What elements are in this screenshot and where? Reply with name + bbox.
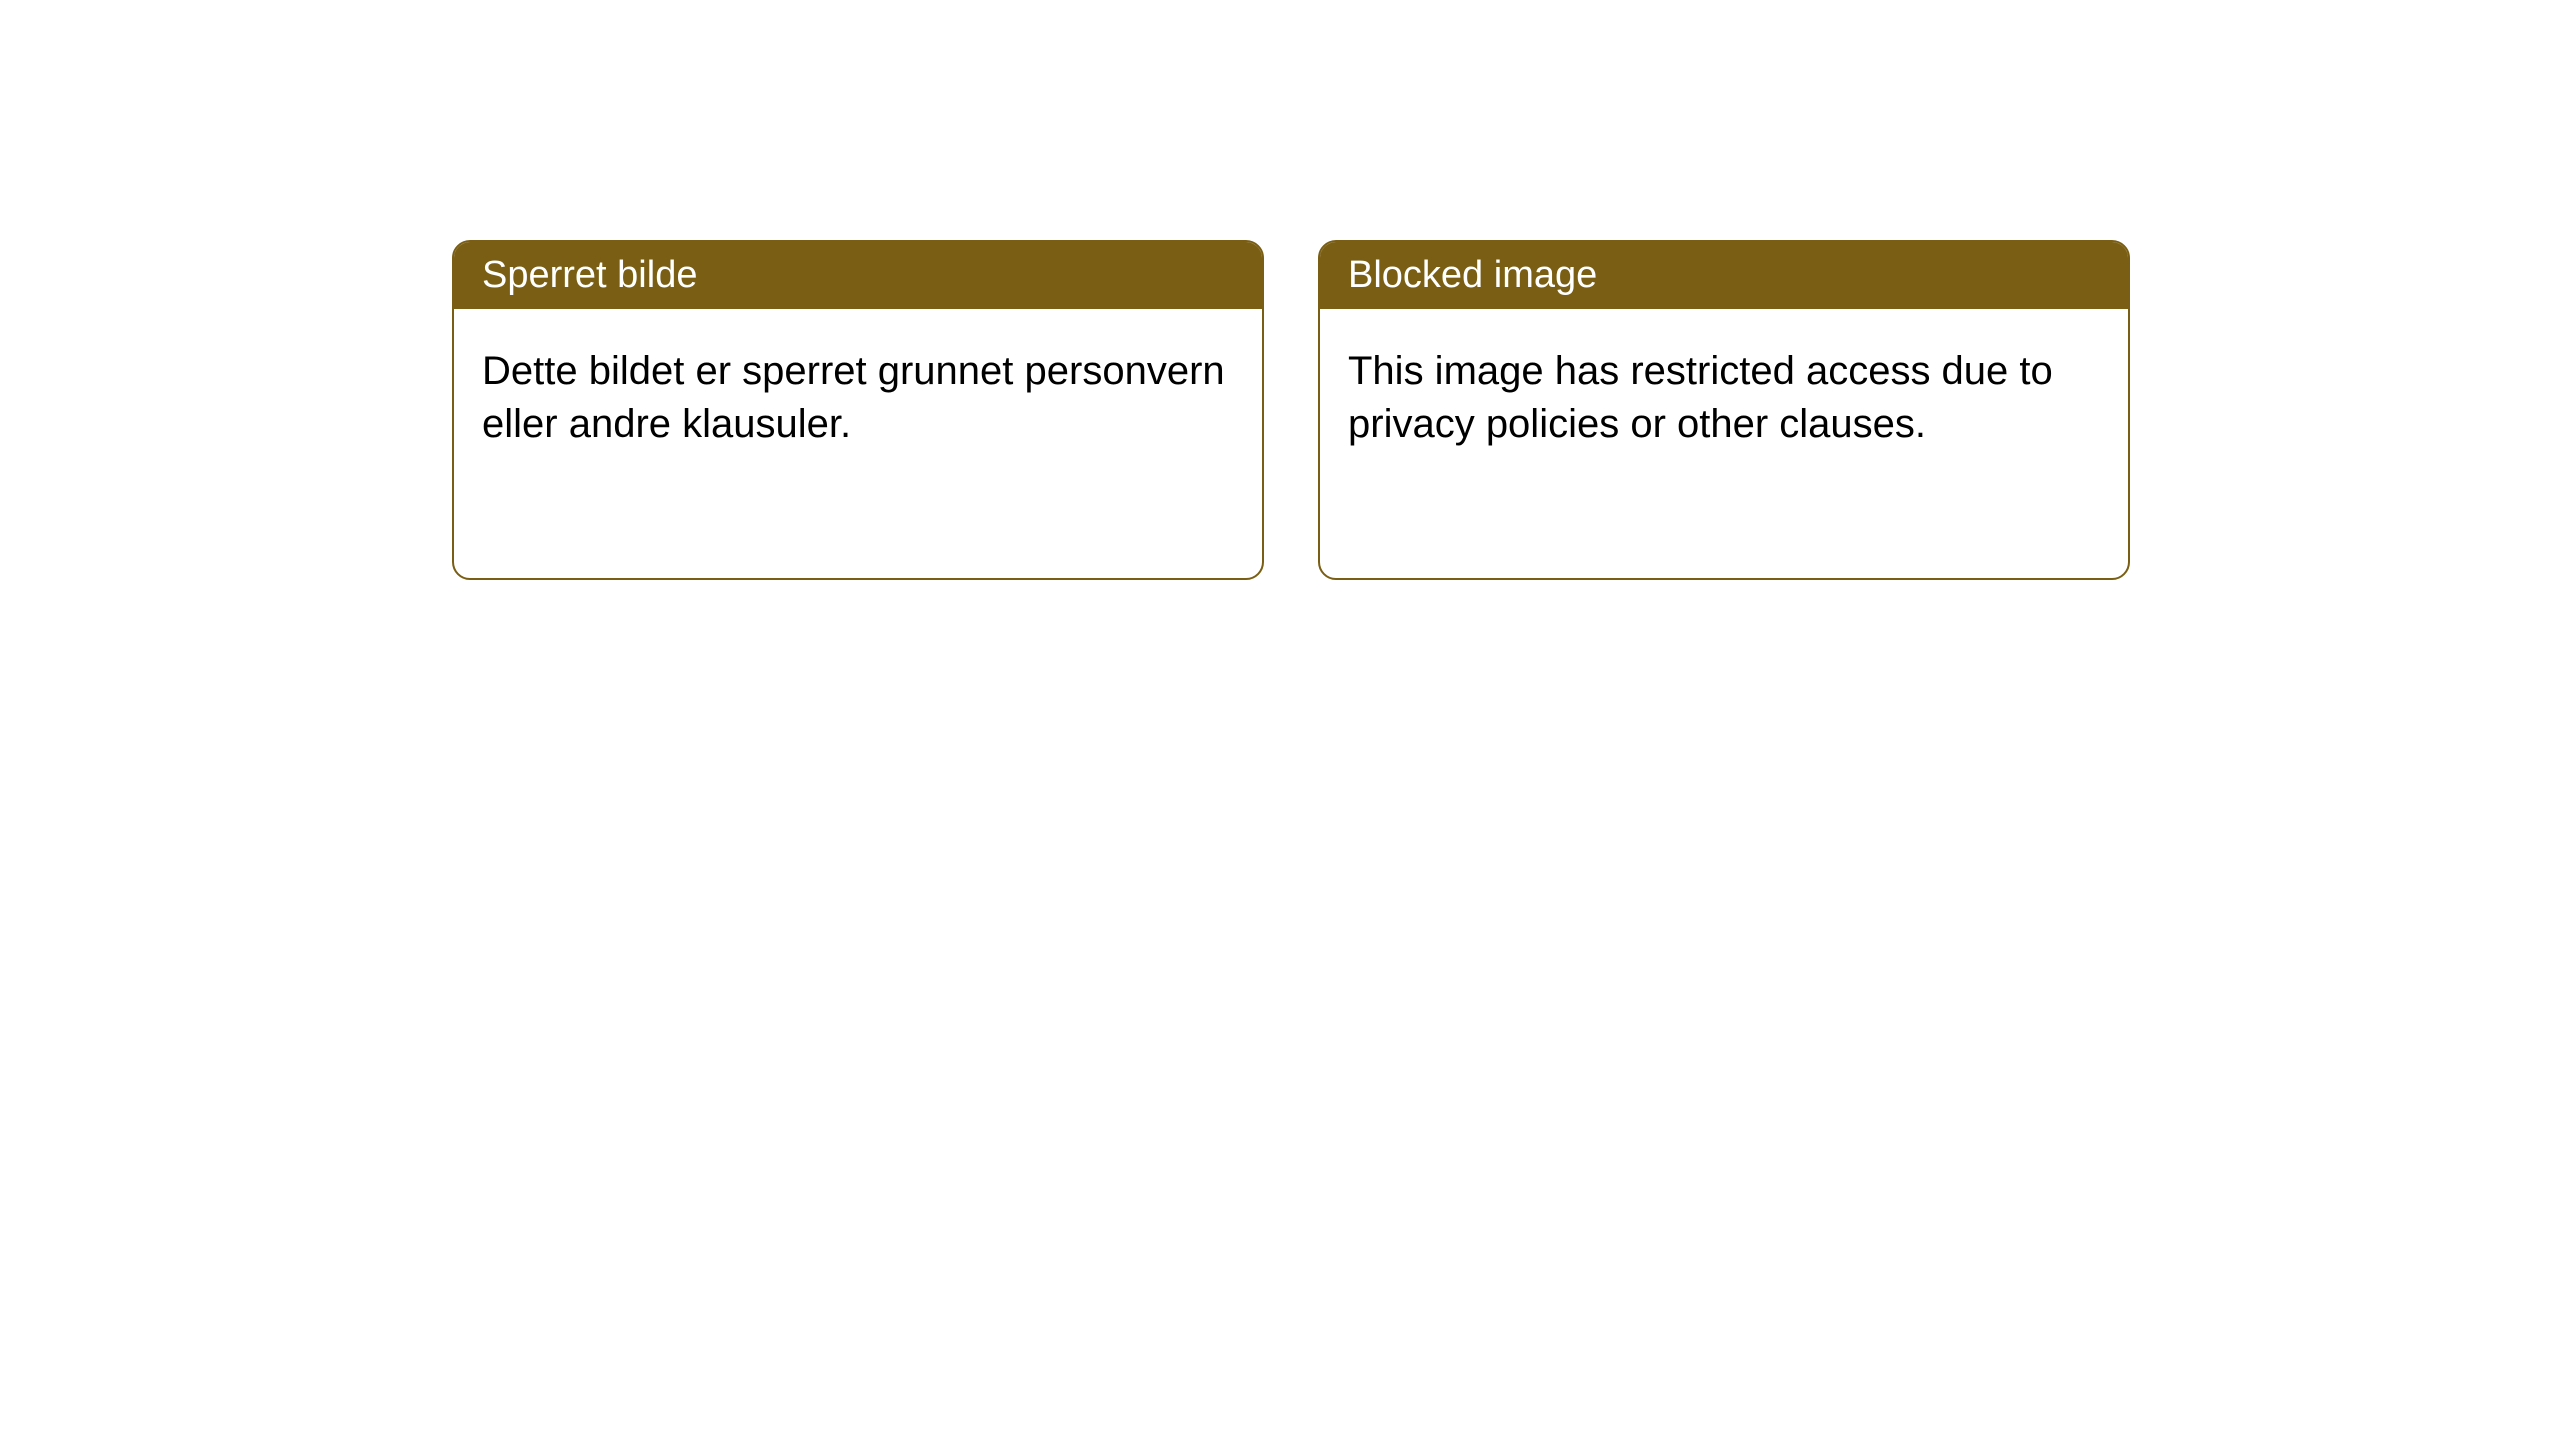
- notice-card-no: Sperret bilde Dette bildet er sperret gr…: [452, 240, 1264, 580]
- notice-card-en: Blocked image This image has restricted …: [1318, 240, 2130, 580]
- notice-card-body: Dette bildet er sperret grunnet personve…: [454, 309, 1262, 487]
- notice-card-body: This image has restricted access due to …: [1320, 309, 2128, 487]
- notice-body-text: This image has restricted access due to …: [1348, 349, 2053, 446]
- notice-body-text: Dette bildet er sperret grunnet personve…: [482, 349, 1225, 446]
- notice-title: Blocked image: [1348, 254, 1597, 296]
- notice-card-header: Sperret bilde: [454, 242, 1262, 309]
- notice-title: Sperret bilde: [482, 254, 697, 296]
- notice-card-header: Blocked image: [1320, 242, 2128, 309]
- notice-container: Sperret bilde Dette bildet er sperret gr…: [452, 240, 2130, 580]
